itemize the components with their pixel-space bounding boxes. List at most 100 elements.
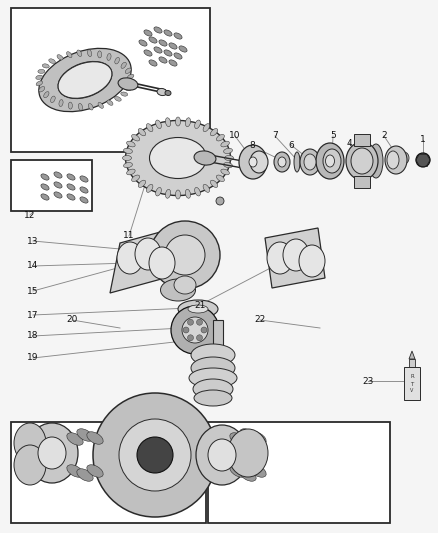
- Ellipse shape: [67, 184, 75, 190]
- Bar: [409, 359, 415, 367]
- Ellipse shape: [127, 74, 134, 79]
- Text: 8: 8: [249, 141, 255, 150]
- Ellipse shape: [126, 120, 230, 196]
- Ellipse shape: [49, 59, 55, 63]
- Ellipse shape: [127, 141, 135, 147]
- Ellipse shape: [191, 357, 235, 379]
- Ellipse shape: [80, 187, 88, 193]
- Text: 23: 23: [362, 376, 374, 385]
- Ellipse shape: [171, 306, 219, 354]
- Text: 11: 11: [123, 231, 135, 240]
- Ellipse shape: [208, 439, 236, 471]
- Ellipse shape: [80, 176, 88, 182]
- Ellipse shape: [221, 169, 230, 175]
- Ellipse shape: [107, 100, 113, 106]
- Ellipse shape: [38, 437, 66, 469]
- Text: 6: 6: [288, 141, 294, 149]
- Bar: [354, 134, 370, 146]
- Text: 20: 20: [66, 316, 78, 325]
- Ellipse shape: [127, 169, 135, 175]
- Ellipse shape: [118, 78, 138, 90]
- Ellipse shape: [166, 118, 171, 127]
- Bar: [11, 8, 210, 152]
- Ellipse shape: [131, 175, 140, 182]
- Ellipse shape: [154, 27, 162, 33]
- Polygon shape: [110, 228, 175, 293]
- Ellipse shape: [346, 142, 378, 180]
- Ellipse shape: [93, 393, 217, 517]
- Ellipse shape: [179, 46, 187, 52]
- Ellipse shape: [300, 149, 320, 175]
- Ellipse shape: [123, 156, 131, 160]
- Ellipse shape: [299, 245, 325, 277]
- Text: 22: 22: [254, 316, 265, 325]
- Ellipse shape: [44, 92, 49, 98]
- Ellipse shape: [210, 128, 218, 136]
- Bar: [11, 160, 92, 211]
- Ellipse shape: [178, 300, 218, 318]
- Ellipse shape: [67, 194, 75, 200]
- Ellipse shape: [146, 124, 153, 132]
- Ellipse shape: [188, 305, 208, 313]
- Ellipse shape: [185, 118, 191, 127]
- Text: T: T: [410, 382, 413, 386]
- Bar: [208, 422, 390, 523]
- Text: 19: 19: [27, 353, 39, 362]
- Ellipse shape: [194, 151, 216, 165]
- Ellipse shape: [87, 432, 103, 444]
- Polygon shape: [409, 351, 415, 359]
- Ellipse shape: [78, 103, 82, 110]
- Text: 5: 5: [330, 132, 336, 141]
- Ellipse shape: [107, 53, 111, 60]
- Ellipse shape: [223, 148, 233, 154]
- Text: 4: 4: [346, 139, 352, 148]
- Ellipse shape: [196, 425, 248, 485]
- Ellipse shape: [165, 91, 171, 95]
- Ellipse shape: [174, 53, 182, 59]
- Bar: [11, 422, 206, 523]
- Ellipse shape: [223, 163, 233, 168]
- Ellipse shape: [230, 465, 246, 477]
- Ellipse shape: [194, 120, 201, 128]
- Ellipse shape: [216, 197, 224, 205]
- Ellipse shape: [88, 50, 92, 56]
- Ellipse shape: [149, 138, 206, 179]
- Ellipse shape: [201, 327, 207, 333]
- Ellipse shape: [125, 68, 131, 74]
- Ellipse shape: [239, 145, 267, 179]
- Ellipse shape: [216, 175, 224, 182]
- Ellipse shape: [54, 192, 62, 198]
- Ellipse shape: [274, 152, 290, 172]
- Ellipse shape: [146, 184, 153, 192]
- Ellipse shape: [304, 154, 316, 170]
- Ellipse shape: [54, 182, 62, 188]
- Ellipse shape: [138, 128, 145, 136]
- Ellipse shape: [77, 429, 93, 441]
- Ellipse shape: [38, 69, 45, 74]
- Ellipse shape: [26, 423, 78, 483]
- Ellipse shape: [58, 62, 112, 98]
- Ellipse shape: [67, 433, 83, 445]
- Ellipse shape: [169, 60, 177, 66]
- Ellipse shape: [137, 437, 173, 473]
- Ellipse shape: [316, 143, 344, 179]
- Ellipse shape: [240, 429, 256, 441]
- Ellipse shape: [121, 92, 128, 96]
- Ellipse shape: [131, 134, 140, 141]
- Ellipse shape: [39, 49, 131, 111]
- Ellipse shape: [197, 335, 202, 341]
- Ellipse shape: [149, 37, 157, 43]
- Ellipse shape: [283, 239, 309, 271]
- Ellipse shape: [121, 62, 126, 68]
- Text: 7: 7: [272, 132, 278, 141]
- Ellipse shape: [187, 319, 194, 325]
- Ellipse shape: [399, 152, 409, 164]
- Text: 2: 2: [381, 132, 387, 141]
- Ellipse shape: [39, 86, 45, 92]
- Text: 12: 12: [25, 211, 35, 220]
- Ellipse shape: [117, 242, 143, 274]
- Ellipse shape: [98, 102, 103, 108]
- Ellipse shape: [159, 40, 167, 46]
- Ellipse shape: [119, 419, 191, 491]
- Ellipse shape: [194, 390, 232, 406]
